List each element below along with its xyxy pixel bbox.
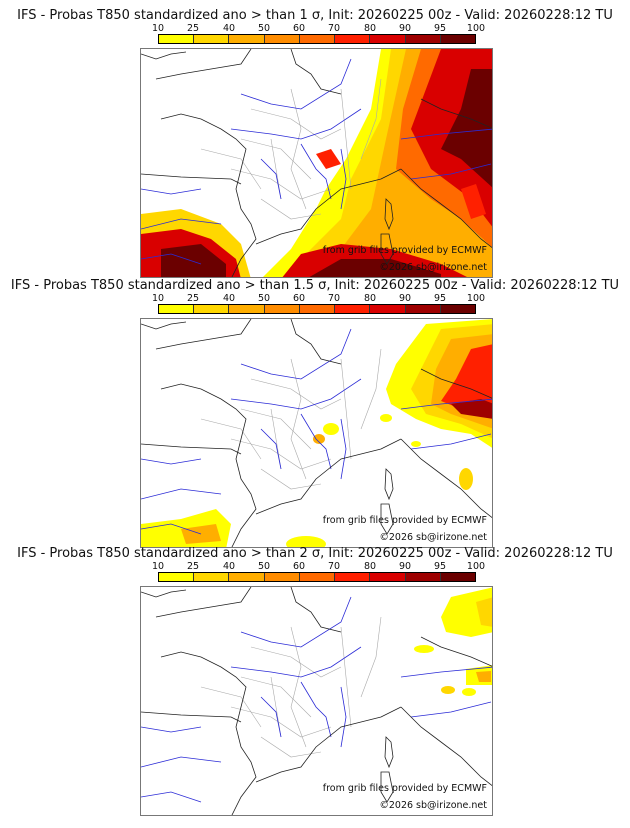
colorbar-tick: 90 [398,23,412,34]
colorbar-tick: 60 [292,561,306,572]
colorbar-tick: 60 [292,293,306,304]
forecast-panel-1-5sigma: IFS - Probas T850 standardized ano > tha… [0,278,630,548]
colorbar-segment [229,305,265,313]
probability-shading [141,319,492,547]
colorbar-tick: 25 [186,293,200,304]
colorbar-tick: 40 [222,293,236,304]
colorbar-tick: 40 [222,23,236,34]
colorbar [158,572,476,582]
admin-boundaries [200,616,382,758]
data-source-credit: from grib files provided by ECMWF [322,783,487,794]
colorbar-tick: 90 [398,561,412,572]
map-canvas [141,49,492,277]
colorbar-tick: 100 [466,561,486,572]
colorbar-tick: 25 [186,23,200,34]
colorbar-tick: 25 [186,561,200,572]
colorbar [158,304,476,314]
panel-title: IFS - Probas T850 standardized ano > tha… [17,8,613,23]
colorbar-segment [405,35,441,43]
colorbar-segment [159,35,195,43]
colorbar-tick: 70 [327,561,341,572]
probability-map: from grib files provided by ECMWF ©2026 … [140,586,493,816]
colorbar-tick: 100 [466,293,486,304]
copyright-notice: ©2026 sb@irizone.net [379,532,487,543]
colorbar-segment [335,573,371,581]
probability-map: from grib files provided by ECMWF ©2026 … [140,48,493,278]
colorbar-segment [440,305,475,313]
coastlines [141,49,492,277]
colorbar-segment [264,305,300,313]
colorbar-segment [370,305,406,313]
colorbar [158,34,476,44]
admin-boundaries [200,348,382,490]
colorbar-ticks: 10 25 40 50 60 70 80 90 95 100 [0,23,630,34]
probability-map: from grib files provided by ECMWF ©2026 … [140,318,493,548]
rivers [141,58,492,265]
probability-shading [141,49,492,277]
probability-shading [414,587,492,696]
colorbar-tick: 10 [151,23,165,34]
forecast-panel-1sigma: IFS - Probas T850 standardized ano > tha… [0,8,630,278]
map-canvas [141,587,492,815]
rivers [141,328,492,535]
colorbar-tick: 60 [292,23,306,34]
colorbar-tick: 95 [433,561,447,572]
colorbar-segment [405,305,441,313]
colorbar-tick: 70 [327,293,341,304]
colorbar-tick: 10 [151,293,165,304]
colorbar-tick: 70 [327,23,341,34]
colorbar-ticks: 10 25 40 50 60 70 80 90 95 100 [0,561,630,572]
colorbar-tick: 50 [257,293,271,304]
colorbar-tick: 50 [257,23,271,34]
colorbar-segment [299,305,336,313]
colorbar-segment [370,35,406,43]
coastlines [141,319,492,547]
panel-title: IFS - Probas T850 standardized ano > tha… [17,546,613,561]
colorbar-segment [229,35,265,43]
colorbar-segment [335,35,371,43]
data-source-credit: from grib files provided by ECMWF [322,515,487,526]
colorbar-segment [159,573,195,581]
admin-boundaries [200,78,382,220]
colorbar-tick: 95 [433,23,447,34]
colorbar-ticks: 10 25 40 50 60 70 80 90 95 100 [0,293,630,304]
colorbar-segment [264,35,300,43]
copyright-notice: ©2026 sb@irizone.net [379,800,487,811]
colorbar-tick: 95 [433,293,447,304]
colorbar-segment [370,573,406,581]
colorbar-segment [405,573,441,581]
colorbar-tick: 40 [222,561,236,572]
colorbar-segment [229,573,265,581]
colorbar-segment [299,35,336,43]
colorbar-segment [194,305,230,313]
map-canvas [141,319,492,547]
panel-title: IFS - Probas T850 standardized ano > tha… [10,278,620,293]
colorbar-segment [299,573,336,581]
colorbar-tick: 90 [398,293,412,304]
colorbar-tick: 100 [466,23,486,34]
colorbar-segment [194,35,230,43]
colorbar-tick: 50 [257,561,271,572]
data-source-credit: from grib files provided by ECMWF [322,245,487,256]
rivers [141,596,492,803]
colorbar-segment [159,305,195,313]
colorbar-segment [440,35,475,43]
colorbar-tick: 10 [151,561,165,572]
colorbar-tick: 80 [363,23,377,34]
colorbar-segment [194,573,230,581]
colorbar-tick: 80 [363,293,377,304]
colorbar-segment [335,305,371,313]
colorbar-segment [264,573,300,581]
coastlines [141,587,492,815]
colorbar-segment [440,573,475,581]
copyright-notice: ©2026 sb@irizone.net [379,262,487,273]
forecast-panel-2sigma: IFS - Probas T850 standardized ano > tha… [0,546,630,816]
colorbar-tick: 80 [363,561,377,572]
